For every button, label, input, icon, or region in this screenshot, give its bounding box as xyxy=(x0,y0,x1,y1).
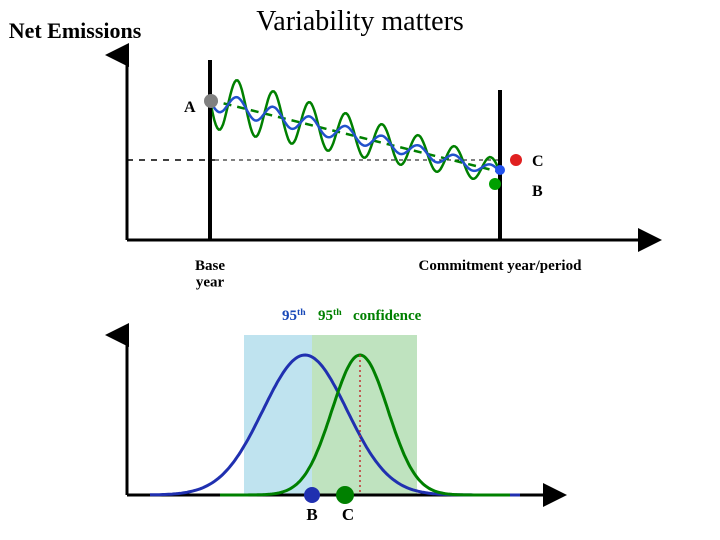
commitment-year-label: Commitment year/period xyxy=(419,258,583,274)
label-b: B xyxy=(532,183,543,200)
title: Variability matters xyxy=(256,6,464,37)
ninety-five-green: 95th xyxy=(318,307,342,324)
y-axis-label: Net Emissions xyxy=(9,18,142,43)
high-variability-curve xyxy=(210,80,500,178)
label-a: A xyxy=(184,99,196,116)
bottom-panel: B C 95th 95th confidence xyxy=(127,307,545,524)
point-c-blue xyxy=(495,165,505,175)
bottom-label-c: C xyxy=(342,505,354,524)
bottom-point-b xyxy=(304,487,320,503)
ninety-five-blue: 95th xyxy=(282,307,306,324)
top-panel: A C B Baseyear Commitment year/period xyxy=(127,55,640,291)
green-confidence-band xyxy=(312,335,417,495)
bottom-label-b: B xyxy=(306,505,317,524)
point-c-red xyxy=(510,154,522,166)
bottom-point-c xyxy=(336,486,354,504)
point-a xyxy=(204,94,218,108)
confidence-label: confidence xyxy=(353,308,422,324)
label-c: C xyxy=(532,153,544,170)
base-year-label: Baseyear xyxy=(195,258,225,291)
point-b-green xyxy=(489,178,501,190)
